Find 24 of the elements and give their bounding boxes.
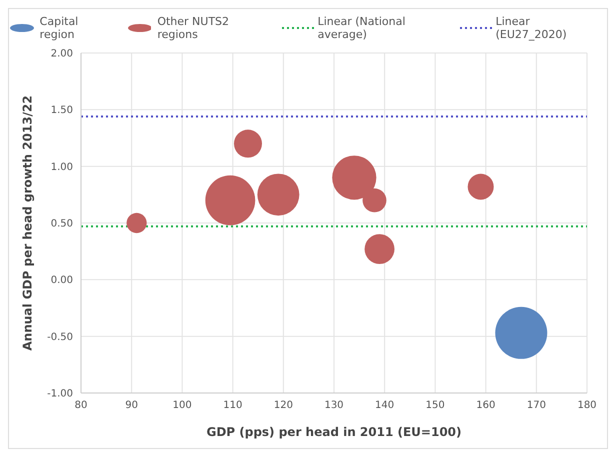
y-tick-label: 0.50 [50, 218, 73, 230]
y-axis-title: Annual GDP per head growth 2013/22 [20, 95, 34, 351]
x-tick-label: 80 [74, 400, 88, 412]
legend-label: Linear (EU27_2020) [494, 15, 568, 41]
x-tick-label: 100 [172, 400, 192, 412]
y-tick-label: 0.00 [50, 275, 73, 286]
y-tick-label: 1.00 [50, 162, 73, 173]
y-tick-label: 2.00 [50, 48, 73, 60]
legend-label: Linear (National average) [316, 15, 406, 41]
x-tick-label: 180 [577, 400, 597, 412]
x-tick-label: 160 [476, 400, 496, 412]
x-tick-label: 130 [324, 400, 344, 412]
x-axis-title: GDP (pps) per head in 2011 (EU=100) [206, 425, 462, 439]
legend-label: Other NUTS2 regions [156, 15, 230, 41]
y-tick-label: -0.50 [47, 332, 73, 343]
legend-label: Capital region [38, 15, 80, 41]
x-tick-label: 110 [223, 400, 242, 412]
x-tick-label: 140 [375, 400, 394, 412]
y-tick-label: 1.50 [50, 105, 73, 116]
x-tick-label: 170 [526, 400, 546, 412]
x-tick-label: 120 [274, 400, 293, 412]
x-tick-label: 90 [125, 400, 138, 412]
y-tick-label: -1.00 [47, 388, 73, 400]
x-tick-label: 150 [426, 400, 445, 412]
